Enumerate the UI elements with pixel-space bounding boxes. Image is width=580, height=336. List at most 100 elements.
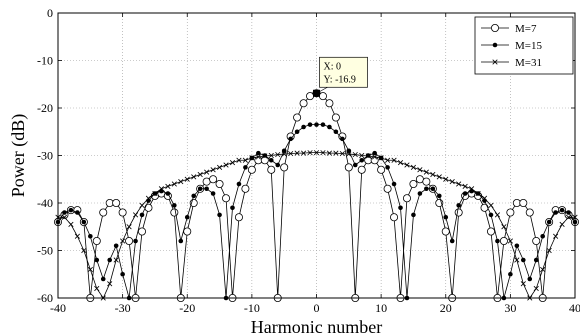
data-point — [565, 214, 572, 220]
y-tick-label: -60 — [37, 291, 53, 305]
data-point — [404, 162, 410, 168]
legend-item: M=7 — [481, 23, 537, 35]
data-point — [409, 179, 418, 188]
data-point — [281, 148, 287, 154]
data-point — [370, 156, 379, 165]
data-point — [112, 198, 121, 207]
data-point — [172, 203, 177, 208]
data-point — [133, 238, 138, 244]
data-point — [210, 167, 216, 173]
data-point — [210, 191, 216, 196]
data-point — [234, 213, 243, 222]
data-point — [385, 165, 390, 170]
data-point — [301, 124, 306, 130]
data-point — [307, 122, 313, 127]
data-point — [256, 150, 261, 156]
data-point — [449, 238, 455, 244]
data-point — [430, 171, 436, 178]
data-point — [81, 247, 87, 254]
data-point — [268, 152, 274, 159]
legend-marker — [492, 59, 498, 65]
data-point — [372, 154, 378, 160]
data-point — [390, 213, 399, 222]
data-point — [514, 243, 520, 249]
data-point — [165, 191, 171, 196]
data-point — [327, 124, 332, 130]
data-point — [436, 174, 442, 180]
data-point — [521, 257, 526, 263]
data-point — [340, 136, 345, 142]
data-point — [378, 155, 384, 161]
datatip-box — [319, 56, 368, 88]
x-tick-label: 40 — [569, 301, 580, 315]
data-point — [294, 150, 300, 156]
data-point — [158, 186, 164, 192]
data-point — [262, 153, 268, 159]
data-point — [62, 210, 67, 215]
x-axis-label: Harmonic number — [251, 317, 382, 336]
legend-marker — [492, 42, 498, 48]
data-point — [559, 207, 565, 213]
data-point — [94, 257, 100, 263]
x-tick-label: -30 — [115, 301, 131, 315]
data-point — [320, 150, 326, 156]
data-point — [216, 164, 223, 170]
data-point — [495, 238, 500, 244]
data-point — [488, 212, 494, 218]
data-point — [184, 176, 190, 182]
data-point — [74, 233, 80, 239]
data-point — [486, 227, 495, 236]
y-axis-label: Power (dB) — [8, 114, 29, 198]
data-point — [333, 129, 339, 135]
data-point — [377, 165, 386, 174]
data-point — [268, 157, 274, 163]
legend-label: M=7 — [515, 23, 537, 35]
datatip[interactable]: X: 0 Y: -16.9 — [313, 56, 368, 97]
data-point — [422, 177, 431, 186]
y-tick-label: -40 — [37, 196, 53, 210]
data-point — [242, 157, 248, 163]
data-point — [191, 174, 197, 180]
data-point — [204, 186, 209, 192]
data-point — [241, 184, 250, 193]
data-point — [508, 271, 513, 277]
data-point — [107, 257, 112, 263]
data-point — [391, 181, 397, 187]
data-point — [118, 208, 127, 217]
ticks: -40 -30 -20 -10 0 10 20 30 40 0 -10 -20 -30 -40 -50 -60 — [37, 6, 580, 315]
data-point — [230, 205, 235, 211]
data-point — [94, 285, 100, 292]
data-point — [320, 122, 326, 127]
data-point — [391, 157, 397, 163]
data-point — [443, 176, 449, 182]
data-point — [107, 281, 113, 287]
data-point — [255, 154, 261, 160]
data-point — [183, 227, 192, 236]
x-tick-label: -10 — [244, 301, 260, 315]
data-point — [215, 179, 224, 188]
data-point — [507, 238, 513, 244]
data-point — [365, 153, 371, 159]
data-point — [223, 162, 229, 168]
series-m-15 — [55, 122, 578, 301]
data-point — [462, 191, 468, 196]
legend-marker — [490, 23, 499, 32]
data-point — [326, 150, 333, 156]
data-point — [333, 150, 339, 156]
data-point — [126, 224, 132, 230]
data-point — [540, 266, 546, 273]
data-point — [197, 186, 203, 192]
data-point — [293, 113, 302, 122]
data-point — [217, 212, 222, 218]
data-point — [313, 150, 320, 156]
data-point — [113, 243, 119, 249]
data-point — [454, 208, 463, 217]
data-point — [397, 160, 404, 166]
data-point — [222, 194, 231, 203]
data-point — [275, 162, 281, 168]
data-point — [481, 195, 488, 201]
data-point — [553, 233, 559, 239]
data-point — [68, 221, 74, 227]
data-point — [152, 190, 158, 197]
